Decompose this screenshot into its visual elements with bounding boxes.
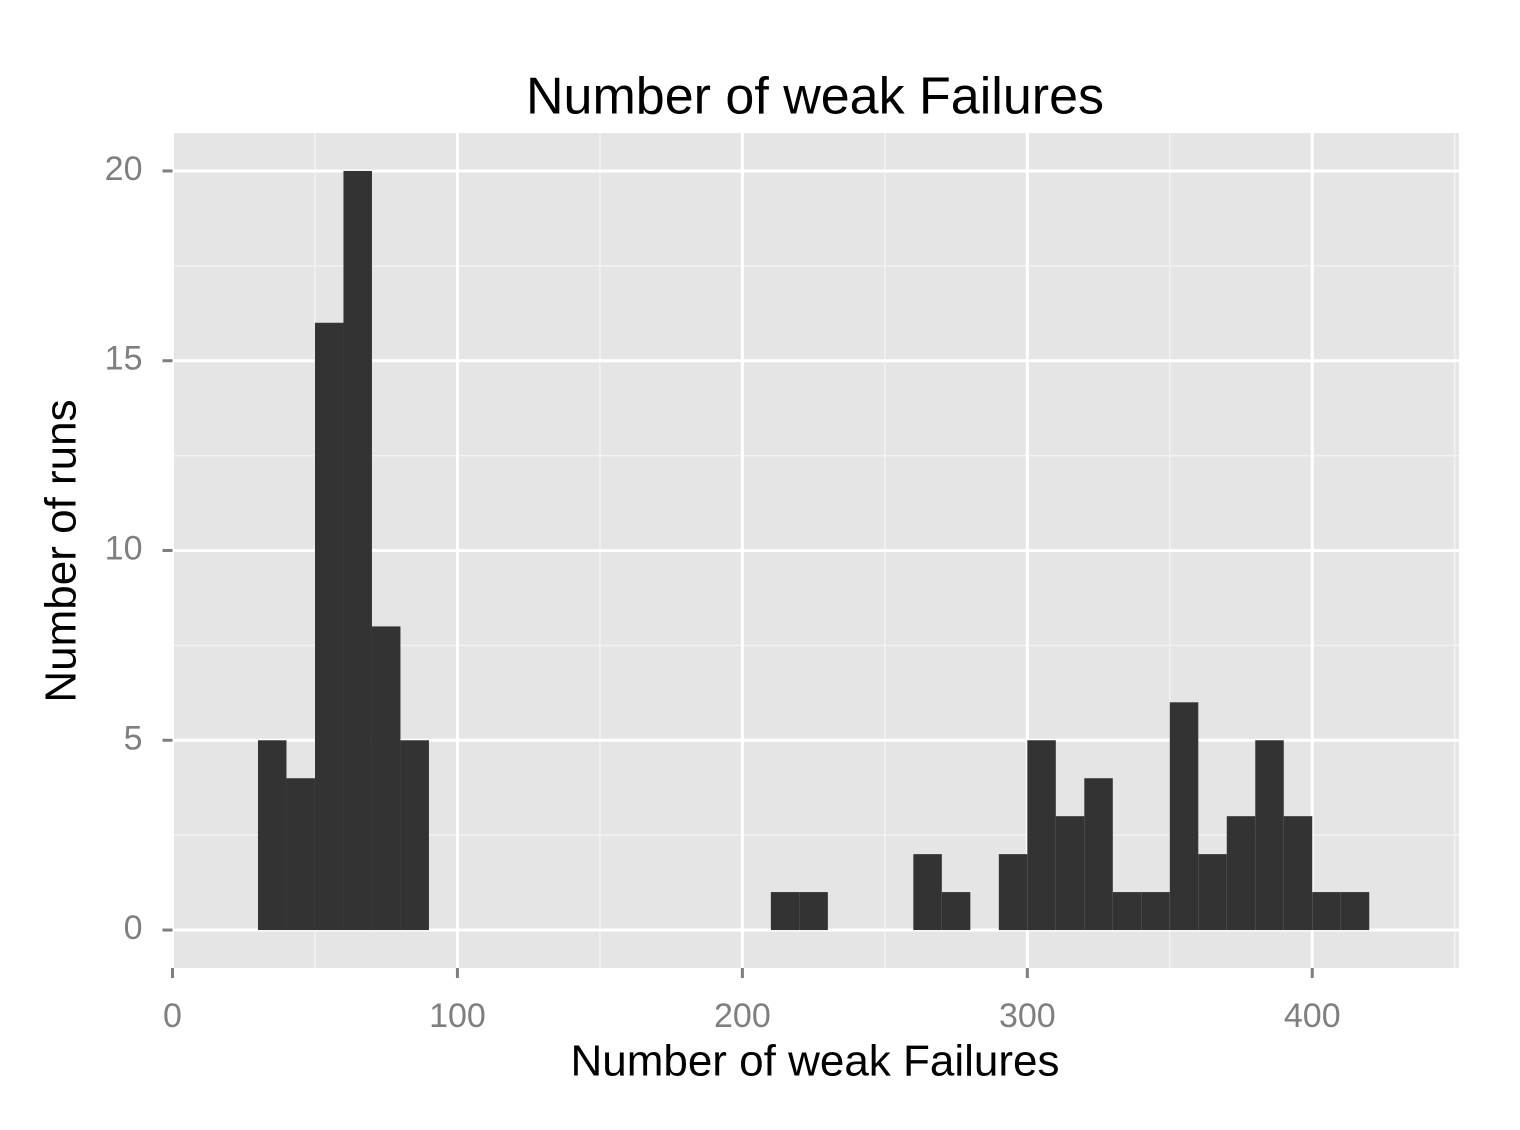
bar (1312, 892, 1341, 931)
bar (1226, 816, 1256, 931)
bar (1283, 816, 1313, 931)
bar (1084, 778, 1113, 931)
bar (913, 854, 942, 931)
bar (799, 892, 828, 931)
bar (941, 892, 971, 931)
bar (343, 170, 372, 931)
bar (998, 854, 1028, 931)
bar (1055, 816, 1085, 931)
bar (1141, 892, 1170, 931)
bar (1340, 892, 1370, 931)
bar (400, 740, 429, 931)
y-axis-label: Number of runs (37, 399, 86, 702)
bar (1198, 854, 1227, 931)
x-tick-label: 100 (429, 997, 486, 1035)
y-tick-label: 20 (105, 150, 143, 188)
bar (1112, 892, 1142, 931)
bar (1027, 740, 1056, 931)
bar (314, 322, 344, 931)
bar (770, 892, 800, 931)
bar (1169, 702, 1199, 931)
x-tick-label: 200 (714, 997, 771, 1035)
bar (1255, 740, 1284, 931)
y-tick-label: 10 (105, 529, 143, 567)
bar (257, 740, 287, 931)
x-axis-label: Number of weak Failures (570, 1037, 1059, 1086)
y-tick-label: 15 (105, 340, 143, 378)
y-tick-label: 0 (124, 909, 143, 947)
bar (286, 778, 315, 931)
bar (371, 626, 401, 931)
chart-title: Number of weak Failures (526, 68, 1104, 126)
y-tick-label: 5 (124, 719, 143, 757)
x-tick-label: 300 (999, 997, 1056, 1035)
x-tick-label: 0 (163, 997, 182, 1035)
x-tick-label: 400 (1284, 997, 1341, 1035)
